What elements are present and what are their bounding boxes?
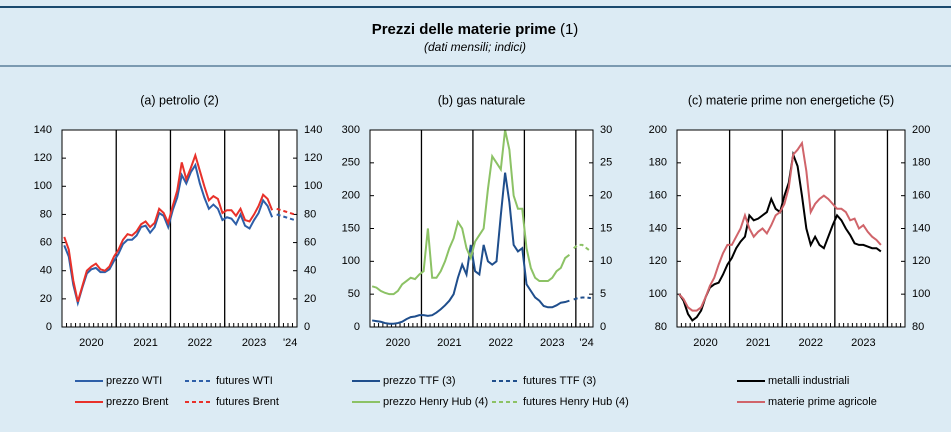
y-tick-label: 80 — [655, 321, 667, 333]
y2-tick-label: 25 — [600, 157, 612, 169]
y-tick-label: 150 — [342, 222, 360, 234]
series-line — [573, 243, 592, 253]
y-tick-label: 100 — [342, 255, 360, 267]
legend-label: prezzo Henry Hub (4) — [383, 396, 488, 408]
figure-title: Prezzi delle materie prime (1) — [372, 21, 579, 38]
y2-tick-label: 180 — [912, 157, 930, 169]
y2-tick-label: 120 — [912, 255, 930, 267]
y2-tick-label: 140 — [912, 222, 930, 234]
y-tick-label: 0 — [354, 321, 360, 333]
legend-label: metalli industriali — [768, 375, 849, 387]
title-main: Prezzi delle materie prime — [372, 21, 556, 38]
x-tick-label: 2020 — [79, 337, 103, 349]
x-tick-label: 2020 — [693, 337, 717, 349]
y2-tick-label: 0 — [304, 321, 310, 333]
x-tick-label: '24 — [579, 337, 593, 349]
y-tick-label: 180 — [649, 157, 667, 169]
y-tick-label: 120 — [649, 255, 667, 267]
x-tick-label: 2022 — [489, 337, 513, 349]
y-tick-label: 0 — [46, 321, 52, 333]
series-line — [371, 129, 571, 296]
y-tick-label: 50 — [348, 288, 360, 300]
y-tick-label: 120 — [34, 152, 52, 164]
y-tick-label: 80 — [40, 208, 52, 220]
series-line — [276, 213, 296, 222]
x-tick-label: 2020 — [386, 337, 410, 349]
x-tick-label: 2021 — [133, 337, 157, 349]
y-tick-label: 300 — [342, 124, 360, 136]
plot-area — [62, 130, 297, 327]
plot-area — [677, 130, 905, 327]
panel-title: (a) petrolio (2) — [140, 93, 219, 107]
y-tick-label: 200 — [342, 190, 360, 202]
x-tick-label: '24 — [283, 337, 297, 349]
x-tick-label: 2022 — [798, 337, 822, 349]
y-tick-label: 100 — [649, 288, 667, 300]
legend-label: futures WTI — [216, 375, 273, 387]
title-note: (1) — [560, 21, 578, 38]
x-tick-label: 2023 — [851, 337, 875, 349]
y-tick-label: 60 — [40, 236, 52, 248]
y2-tick-label: 80 — [304, 208, 316, 220]
x-tick-label: 2023 — [540, 337, 564, 349]
y-tick-label: 40 — [40, 265, 52, 277]
y2-tick-label: 15 — [600, 222, 612, 234]
y2-tick-label: 100 — [304, 180, 322, 192]
series-line — [276, 207, 296, 216]
legend-label: prezzo WTI — [106, 375, 162, 387]
legend-label: futures TTF (3) — [523, 375, 596, 387]
plot-frame — [61, 129, 298, 328]
plot-frame — [369, 129, 594, 328]
legend-label: futures Brent — [216, 396, 279, 408]
y2-tick-label: 120 — [304, 152, 322, 164]
y2-tick-label: 5 — [600, 288, 606, 300]
x-tick-label: 2022 — [188, 337, 212, 349]
legend-label: prezzo Brent — [106, 396, 168, 408]
x-tick-label: 2023 — [242, 337, 266, 349]
legend-label: materie prime agricole — [768, 396, 877, 408]
y2-tick-label: 160 — [912, 190, 930, 202]
series-line — [573, 296, 592, 301]
y2-tick-label: 40 — [304, 265, 316, 277]
y-tick-label: 20 — [40, 293, 52, 305]
y-tick-label: 160 — [649, 190, 667, 202]
y2-tick-label: 10 — [600, 255, 612, 267]
plot-frame — [676, 129, 906, 328]
panel-title: (c) materie prime non energetiche (5) — [688, 93, 894, 107]
y2-tick-label: 20 — [304, 293, 316, 305]
y-tick-label: 250 — [342, 157, 360, 169]
x-tick-label: 2021 — [437, 337, 461, 349]
y-tick-label: 140 — [34, 124, 52, 136]
y2-tick-label: 20 — [600, 190, 612, 202]
figure-subtitle: (dati mensili; indici) — [424, 40, 526, 54]
y2-tick-label: 30 — [600, 124, 612, 136]
x-tick-label: 2021 — [746, 337, 770, 349]
series-line — [371, 172, 570, 325]
y2-tick-label: 60 — [304, 236, 316, 248]
y-tick-label: 140 — [649, 222, 667, 234]
series-line — [678, 140, 882, 312]
series-line — [63, 162, 274, 307]
y2-tick-label: 140 — [304, 124, 322, 136]
y-tick-label: 100 — [34, 180, 52, 192]
series-line — [63, 152, 274, 302]
y2-tick-label: 100 — [912, 288, 930, 300]
y2-tick-label: 0 — [600, 321, 606, 333]
plot-area — [370, 130, 593, 327]
legend-label: prezzo TTF (3) — [383, 375, 456, 387]
y2-tick-label: 200 — [912, 124, 930, 136]
legend-label: futures Henry Hub (4) — [523, 396, 629, 408]
panel-title: (b) gas naturale — [438, 93, 526, 107]
y2-tick-label: 80 — [912, 321, 924, 333]
y-tick-label: 200 — [649, 124, 667, 136]
